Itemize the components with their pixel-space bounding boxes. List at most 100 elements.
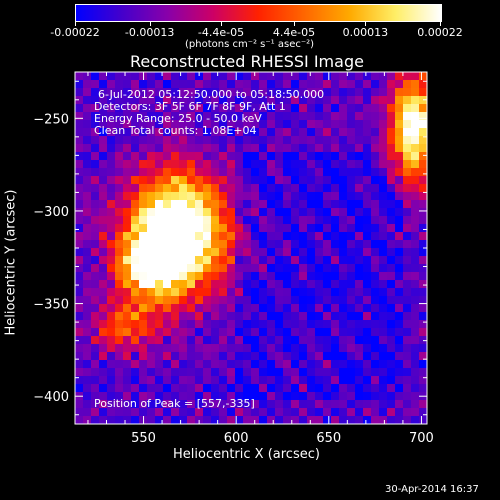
heatmap-cell xyxy=(195,336,204,345)
heatmap-cell xyxy=(363,360,372,369)
heatmap-cell xyxy=(339,104,348,113)
heatmap-cell xyxy=(91,344,100,353)
heatmap-cell xyxy=(211,208,220,217)
heatmap-cell xyxy=(83,264,92,273)
heatmap-cell xyxy=(339,144,348,153)
heatmap-cell xyxy=(83,280,92,289)
heatmap-cell xyxy=(211,304,220,313)
heatmap-cell xyxy=(379,200,388,209)
heatmap-cell xyxy=(139,400,148,409)
heatmap-cell xyxy=(235,112,244,121)
heatmap-cell xyxy=(283,416,292,425)
heatmap-cell xyxy=(315,160,324,169)
heatmap-cell xyxy=(323,200,332,209)
heatmap-cell xyxy=(339,120,348,129)
y-tick-label: −300 xyxy=(33,205,69,220)
heatmap-cell xyxy=(115,160,124,169)
heatmap-cell xyxy=(283,168,292,177)
heatmap-cell xyxy=(139,304,148,313)
heatmap-cell xyxy=(203,168,212,177)
heatmap-cell xyxy=(323,248,332,257)
heatmap-cell xyxy=(227,224,236,233)
heatmap-cell xyxy=(131,352,140,361)
heatmap-cell xyxy=(347,352,356,361)
heatmap-cell xyxy=(307,160,316,169)
heatmap-cell xyxy=(307,368,316,377)
heatmap-cell xyxy=(395,272,404,281)
heatmap-cell xyxy=(275,184,284,193)
heatmap-cell xyxy=(283,352,292,361)
heatmap-cell xyxy=(75,104,84,113)
heatmap-cell xyxy=(355,224,364,233)
heatmap-cell xyxy=(91,264,100,273)
heatmap-cell xyxy=(147,184,156,193)
heatmap-cell xyxy=(323,304,332,313)
heatmap-cell xyxy=(123,80,132,89)
heatmap-cell xyxy=(299,72,308,81)
annotation-energy-range: Energy Range: 25.0 - 50.0 keV xyxy=(94,112,262,125)
heatmap-cell xyxy=(307,360,316,369)
heatmap-cell xyxy=(395,136,404,145)
heatmap-cell xyxy=(155,376,164,385)
heatmap-cell xyxy=(123,224,132,233)
heatmap-cell xyxy=(371,296,380,305)
heatmap-cell xyxy=(363,392,372,401)
heatmap-cell xyxy=(187,304,196,313)
heatmap-cell xyxy=(155,88,164,97)
heatmap-cell xyxy=(403,72,412,81)
heatmap-cell xyxy=(107,208,116,217)
heatmap-cell xyxy=(187,120,196,129)
heatmap-cell xyxy=(379,280,388,289)
heatmap-cell xyxy=(355,272,364,281)
heatmap-cell xyxy=(147,208,156,217)
heatmap-cell xyxy=(347,80,356,89)
heatmap-cell xyxy=(355,384,364,393)
heatmap-cell xyxy=(91,176,100,185)
heatmap-cell xyxy=(259,88,268,97)
heatmap-cell xyxy=(339,240,348,249)
heatmap-cell xyxy=(291,408,300,417)
heatmap-cell xyxy=(243,72,252,81)
heatmap-cell xyxy=(339,152,348,161)
heatmap-cell xyxy=(323,128,332,137)
heatmap-cell xyxy=(131,344,140,353)
heatmap-cell xyxy=(115,416,124,425)
heatmap-cell xyxy=(259,144,268,153)
heatmap-cell xyxy=(403,112,412,121)
heatmap-cell xyxy=(163,128,172,137)
heatmap-cell xyxy=(211,264,220,273)
heatmap-cell xyxy=(291,136,300,145)
heatmap-cell xyxy=(259,152,268,161)
heatmap-cell xyxy=(179,360,188,369)
footer-timestamp: 30-Apr-2014 16:37 xyxy=(385,484,479,495)
heatmap-cell xyxy=(107,264,116,273)
heatmap-cell xyxy=(403,80,412,89)
heatmap-cell xyxy=(219,376,228,385)
heatmap-cell xyxy=(107,120,116,129)
heatmap-cell xyxy=(171,352,180,361)
heatmap-cell xyxy=(75,112,84,121)
heatmap-cell xyxy=(83,192,92,201)
heatmap-cell xyxy=(155,112,164,121)
heatmap-cell xyxy=(115,176,124,185)
heatmap-cell xyxy=(331,368,340,377)
heatmap-cell xyxy=(211,104,220,113)
heatmap-cell xyxy=(371,88,380,97)
heatmap-cell xyxy=(395,384,404,393)
heatmap-cell xyxy=(131,128,140,137)
heatmap-cell xyxy=(235,184,244,193)
heatmap-cell xyxy=(115,352,124,361)
heatmap-cell xyxy=(411,176,420,185)
heatmap-cell xyxy=(171,240,180,249)
heatmap-cell xyxy=(363,264,372,273)
heatmap-cell xyxy=(275,272,284,281)
heatmap-cell xyxy=(171,120,180,129)
heatmap-cell xyxy=(211,128,220,137)
heatmap-cell xyxy=(227,136,236,145)
heatmap-cell xyxy=(163,232,172,241)
heatmap-cell xyxy=(355,120,364,129)
heatmap-cell xyxy=(203,192,212,201)
heatmap-cell xyxy=(339,384,348,393)
heatmap-cell xyxy=(411,144,420,153)
heatmap-cell xyxy=(355,344,364,353)
